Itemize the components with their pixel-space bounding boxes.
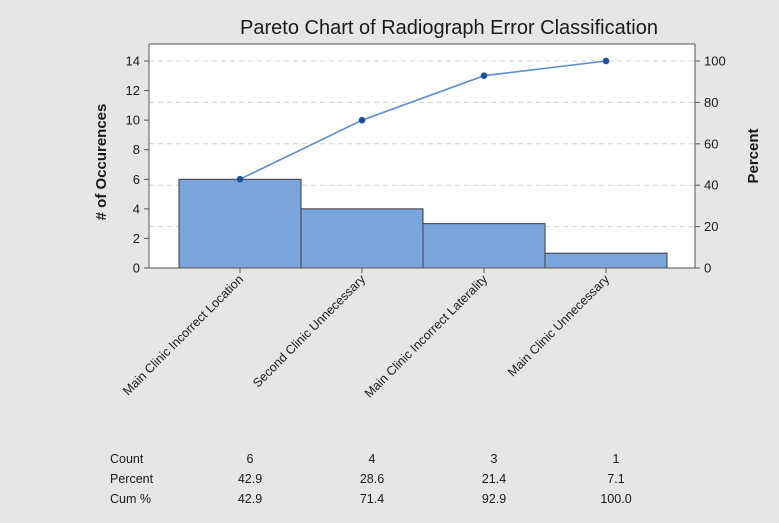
y-left-tick-label: 2 (133, 231, 140, 246)
y-left-tick-label: 14 (126, 54, 140, 69)
table-cell: 6 (247, 452, 254, 466)
table-row-label: Percent (110, 472, 154, 486)
table-cell: 100.0 (600, 492, 631, 506)
cumulative-point-3 (480, 72, 488, 79)
y-left-tick-label: 0 (133, 261, 140, 276)
y-axis-right-label: Percent (745, 128, 762, 183)
y-right-tick-label: 60 (704, 136, 718, 151)
table-cell: 1 (613, 452, 620, 466)
table-cell: 7.1 (607, 472, 624, 486)
y-right-tick-label: 100 (704, 54, 726, 69)
table-row-label: Cum % (110, 492, 151, 506)
category-label-3: Main Clinic Incorrect Laterality (362, 272, 491, 401)
y-right-tick-label: 20 (704, 219, 718, 234)
bar-1 (178, 178, 302, 269)
cumulative-line (236, 57, 610, 183)
table-cell: 42.9 (238, 472, 262, 486)
table-cell: 21.4 (482, 472, 506, 486)
y-right-tick-label: 0 (704, 261, 711, 276)
table-cell: 3 (491, 452, 498, 466)
bar-4 (544, 252, 668, 269)
y-left-tick-label: 4 (133, 201, 140, 216)
bar-2 (300, 208, 424, 269)
y-left-tick-label: 12 (126, 83, 140, 98)
y-right-tick-label: 80 (704, 95, 718, 110)
category-label-1: Main Clinic Incorrect Location (120, 272, 246, 398)
table-cell: 92.9 (482, 492, 506, 506)
category-labels: Main Clinic Incorrect Location Second Cli… (120, 272, 612, 401)
cumulative-point-2 (358, 116, 366, 124)
table-cell: 4 (369, 452, 376, 466)
category-label-4: Main Clinic Unnecessary (505, 272, 613, 380)
pareto-table: Count 6 4 3 1 Percent 42.9 28.6 21.4 7.1 Cum % 42.9… (110, 452, 632, 506)
cumulative-percent-line (239, 60, 607, 180)
table-cell: 28.6 (360, 472, 384, 486)
chart-title: Pareto Chart of Radiograph Error Classif… (240, 17, 658, 39)
bars (178, 178, 668, 269)
axes: 0 2 4 6 8 10 12 14 0 20 40 60 80 100 (126, 43, 726, 276)
table-cell: 71.4 (360, 492, 384, 506)
y-left-tick-label: 8 (133, 142, 140, 157)
category-label-2: Second Clinic Unnecessary (250, 272, 369, 391)
y-axis-left-label: # of Occurences (93, 104, 110, 221)
y-left-tick-label: 10 (126, 113, 140, 128)
cumulative-point-1 (236, 175, 244, 183)
table-row-label: Count (110, 452, 144, 466)
cumulative-point-4 (602, 57, 610, 65)
table-cell: 42.9 (238, 492, 262, 506)
y-left-tick-label: 6 (133, 172, 140, 187)
y-right-tick-label: 40 (704, 178, 718, 193)
bar-3 (422, 223, 546, 269)
